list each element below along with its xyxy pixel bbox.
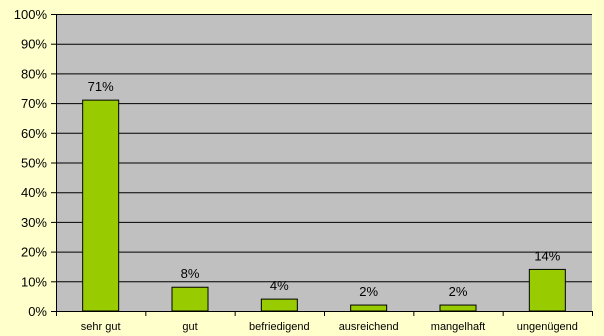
gridlines <box>51 14 592 312</box>
bar-mangelhaft <box>439 304 477 312</box>
data-label: 8% <box>181 266 200 281</box>
data-label: 2% <box>449 284 468 299</box>
y-tick-label: 70% <box>21 96 47 111</box>
bar-gut <box>171 286 209 312</box>
y-tick-label: 30% <box>21 215 47 230</box>
data-label: 14% <box>534 248 560 263</box>
y-tick-label: 50% <box>21 156 47 171</box>
y-tick-label: 10% <box>21 274 47 289</box>
y-tick-label: 40% <box>21 185 47 200</box>
bar-ungenügend <box>528 268 566 312</box>
bars <box>82 99 566 312</box>
axes <box>56 14 593 316</box>
x-tick-label: ungenügend <box>517 321 578 333</box>
y-tick-label: 100% <box>14 7 48 22</box>
x-tick-label: sehr gut <box>81 321 121 333</box>
x-tick-label: ausreichend <box>339 321 399 333</box>
data-label: 4% <box>270 278 289 293</box>
y-tick-label: 90% <box>21 37 47 52</box>
bar-ausreichend <box>350 304 388 312</box>
y-tick-label: 60% <box>21 126 47 141</box>
data-label: 2% <box>359 284 378 299</box>
y-tick-label: 0% <box>28 304 47 319</box>
bar-befriedigend <box>260 298 298 312</box>
y-tick-label: 80% <box>21 66 47 81</box>
bar-sehr-gut <box>82 99 120 312</box>
data-labels: 71% 8% 4% 2% 2% 14% <box>88 79 561 299</box>
x-tick-label: mangelhaft <box>431 321 485 333</box>
data-label: 71% <box>88 79 114 94</box>
x-tick-label: gut <box>182 321 197 333</box>
x-tick-label: befriedigend <box>249 321 310 333</box>
y-tick-label: 20% <box>21 245 47 260</box>
x-tick-labels: sehr gut gut befriedigend ausreichend mangel… <box>81 321 578 333</box>
y-tick-labels: 0% 10% 20% 30% 40% 50% 60% 70% 80% 90% 100% <box>14 7 48 319</box>
